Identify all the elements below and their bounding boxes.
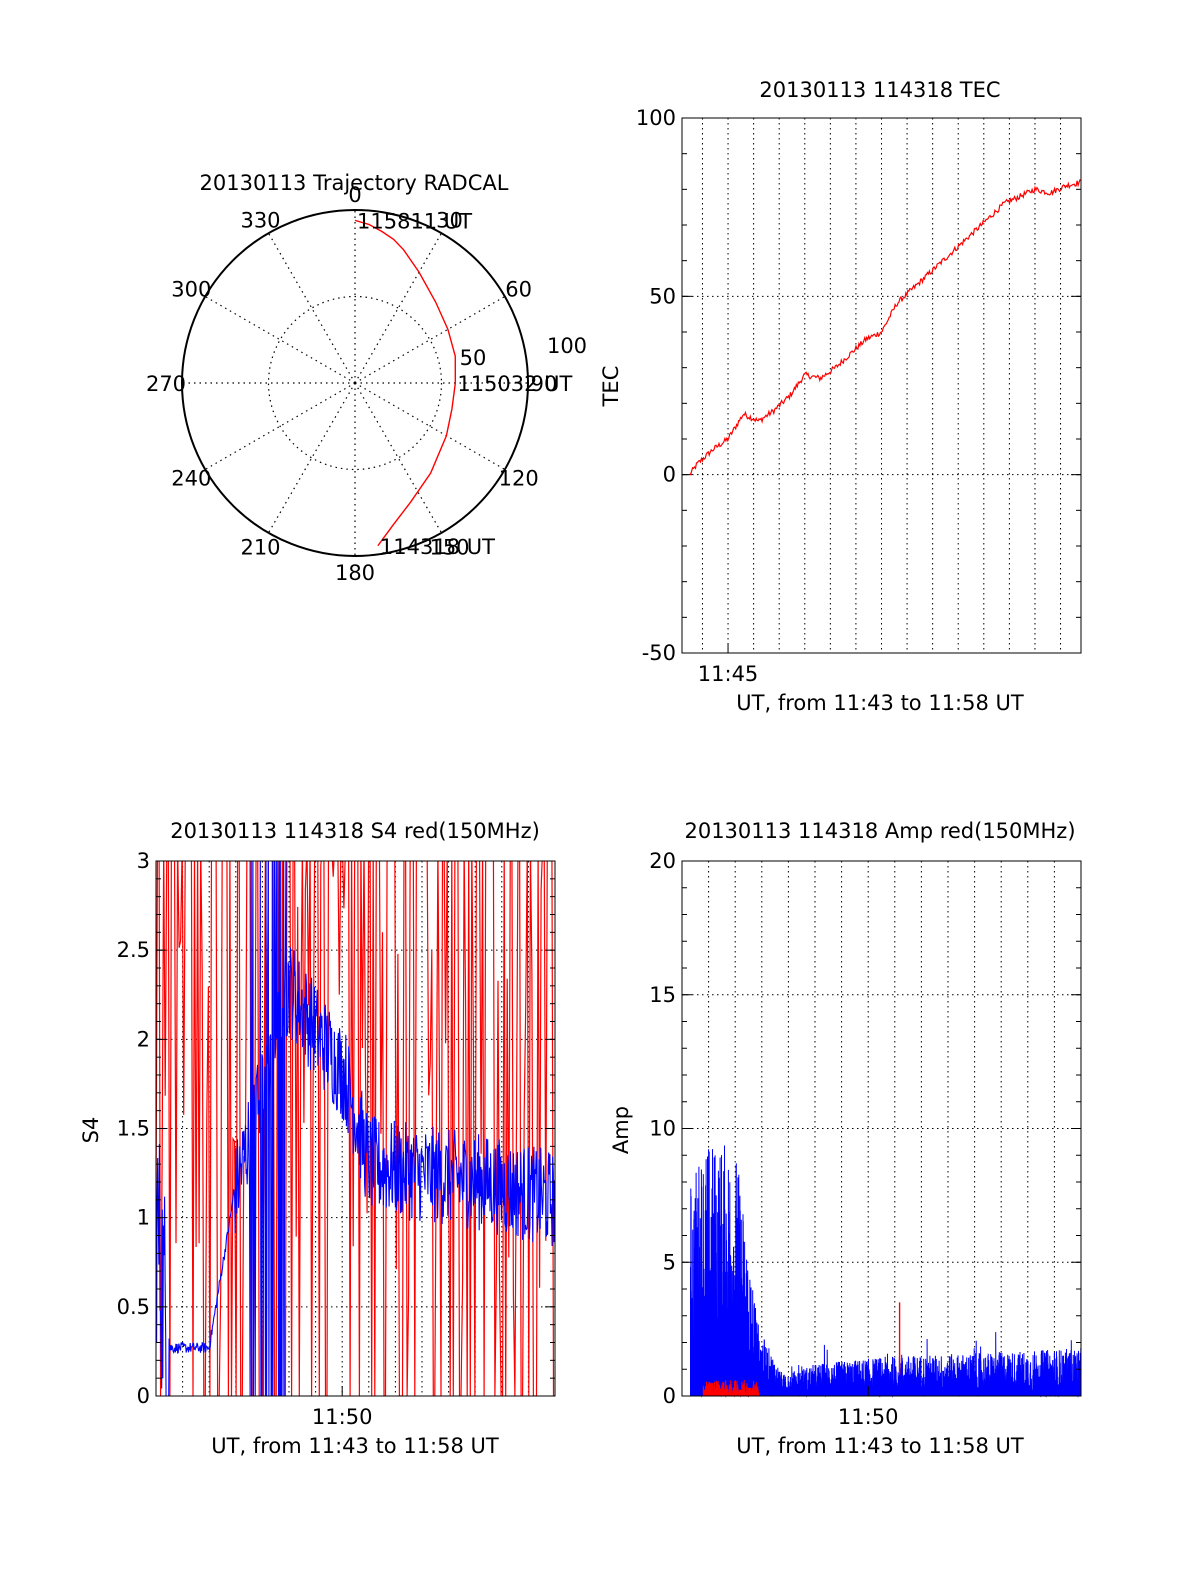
- tec-series: [689, 179, 1082, 476]
- time-annotation: 115032 UT: [457, 372, 572, 396]
- polar-spoke: [204, 382, 356, 471]
- azimuth-tick-label: 270: [146, 372, 186, 396]
- s4-ticks: 0 0.5 1 1.5 2 2.5 3 11:50: [117, 849, 555, 1429]
- tec-y-axis-label: TEC: [599, 366, 623, 408]
- y-tick-label: 50: [649, 284, 676, 308]
- polar-series: [354, 219, 457, 547]
- s4-series-group: [156, 861, 555, 1396]
- y-tick-label: 15: [649, 983, 676, 1007]
- polar-labels: 0 30 60 90 120 150 180 210 240 270 300 330 50 100: [146, 183, 587, 585]
- s4-x-axis-label: UT, from 11:43 to 11:58 UT: [211, 1434, 499, 1458]
- tec-title: 20130113 114318 TEC: [759, 78, 1000, 102]
- amp-series: [690, 1145, 1082, 1398]
- polar-spoke: [267, 382, 356, 534]
- trajectory-polar-chart: 20130113 Trajectory RADCAL 0 30 60 90 120 150…: [146, 171, 587, 585]
- amp-red-line: [702, 1379, 760, 1398]
- y-tick-label: 0: [137, 1384, 150, 1408]
- amp-plot-frame: [681, 860, 1082, 1397]
- azimuth-tick-label: 210: [240, 536, 280, 560]
- polar-spoke: [204, 295, 356, 384]
- azimuth-tick-label: 150: [429, 536, 469, 560]
- s4-y-axis-label: S4: [79, 1117, 103, 1144]
- azimuth-tick-label: 60: [505, 278, 532, 302]
- azimuth-tick-label: 330: [240, 208, 280, 232]
- polar-spoke: [354, 232, 443, 384]
- y-tick-label: 0: [663, 1384, 676, 1408]
- y-tick-label: 1: [137, 1206, 150, 1230]
- polar-spoke: [267, 232, 356, 384]
- azimuth-tick-label: 180: [335, 561, 375, 585]
- azimuth-tick-label: 240: [171, 467, 211, 491]
- azimuth-tick-label: 120: [499, 467, 539, 491]
- tec-x-axis-label: UT, from 11:43 to 11:58 UT: [736, 691, 1024, 715]
- x-tick-label: 11:50: [312, 1405, 373, 1429]
- y-tick-label: 2.5: [117, 938, 150, 962]
- azimuth-tick-label: 90: [531, 372, 558, 396]
- tec-plot-frame: [681, 117, 1082, 654]
- polar-annotations: 115811 UT 115032 UT 114318 UT: [357, 209, 573, 558]
- amp-chart: 20130113 114318 Amp red(150MHz) 0 5 10 15 20…: [609, 819, 1082, 1458]
- polar-title: 20130113 Trajectory RADCAL: [200, 171, 509, 195]
- polar-grid: [181, 209, 529, 557]
- s4-red-line: [156, 861, 555, 1396]
- polar-inner-circle: [267, 295, 443, 471]
- polar-spoke: [354, 382, 506, 471]
- amp-blue-line: [690, 1145, 1082, 1398]
- azimuth-tick-label: 30: [436, 208, 463, 232]
- s4-series: [156, 861, 555, 1396]
- amp-x-axis-label: UT, from 11:43 to 11:58 UT: [736, 1434, 1024, 1458]
- y-tick-label: 100: [636, 106, 676, 130]
- x-tick-label: 11:50: [838, 1405, 899, 1429]
- y-tick-label: 2: [137, 1027, 150, 1051]
- azimuth-tick-label: 0: [348, 183, 361, 207]
- tec-line: [689, 179, 1082, 476]
- azimuth-tick-label: 300: [171, 278, 211, 302]
- y-tick-label: 0.5: [117, 1295, 150, 1319]
- y-tick-label: 10: [649, 1117, 676, 1141]
- s4-blue-line: [156, 861, 555, 1396]
- y-tick-label: 3: [137, 849, 150, 873]
- s4-title: 20130113 114318 S4 red(150MHz): [170, 819, 540, 843]
- polar-spoke: [354, 382, 443, 534]
- radial-tick-label: 50: [460, 346, 487, 370]
- x-tick-label: 11:45: [698, 662, 759, 686]
- s4-plot-frame: [155, 860, 556, 1397]
- amp-y-axis-label: Amp: [609, 1106, 633, 1154]
- trajectory-line: [354, 219, 457, 547]
- time-annotation: 114318 UT: [380, 535, 495, 559]
- tec-grid: [682, 118, 1081, 653]
- tec-chart: 20130113 114318 TEC -50 0 50 100 11:45 UT, f…: [599, 78, 1082, 715]
- time-annotation: 115811 UT: [357, 209, 472, 233]
- s4-chart: 20130113 114318 S4 red(150MHz) 0 0.5 1 1.5 2…: [79, 819, 556, 1458]
- amp-title: 20130113 114318 Amp red(150MHz): [684, 819, 1075, 843]
- radial-tick-label: 100: [547, 334, 587, 358]
- y-tick-label: 20: [649, 849, 676, 873]
- y-tick-label: 0: [663, 463, 676, 487]
- polar-spoke: [354, 295, 506, 384]
- y-tick-label: -50: [642, 641, 676, 665]
- polar-outer-circle: [181, 209, 529, 557]
- y-tick-label: 5: [663, 1250, 676, 1274]
- y-tick-label: 1.5: [117, 1117, 150, 1141]
